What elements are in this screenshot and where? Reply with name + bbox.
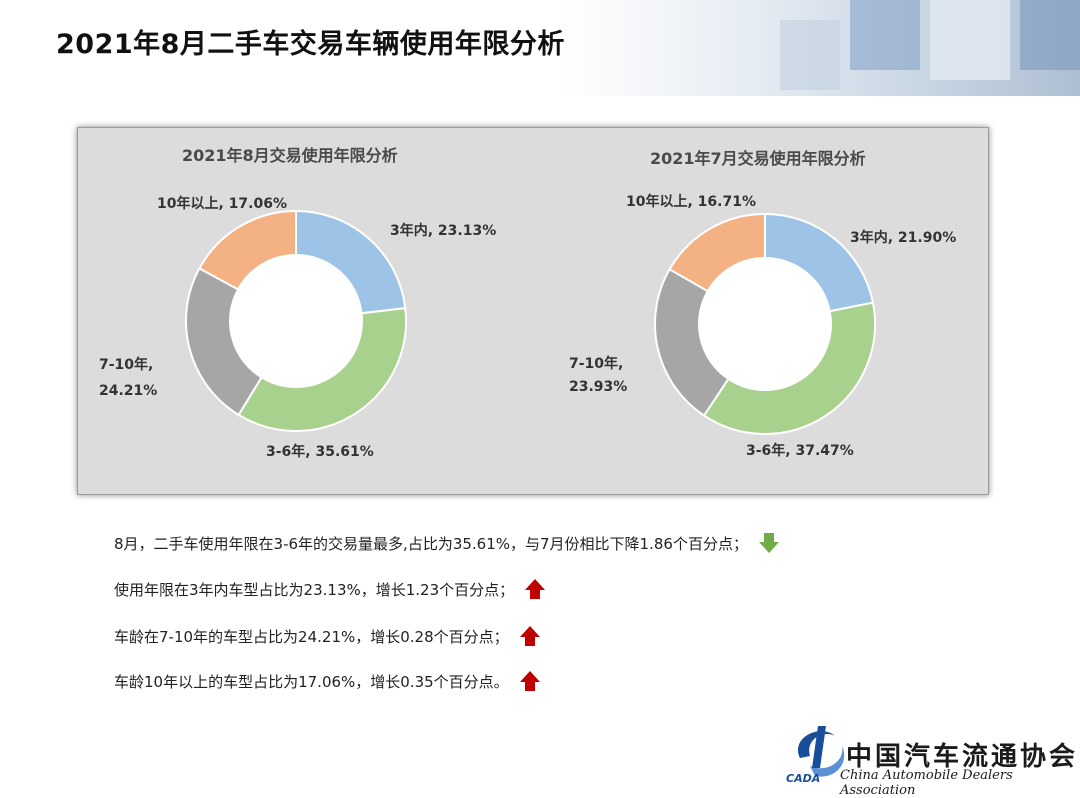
cada-logo-icon: [798, 726, 845, 777]
header-banner: [0, 0, 1080, 96]
chart-title-july: 2021年7月交易使用年限分析: [650, 149, 866, 168]
donut-hole: [230, 255, 362, 387]
label-3-6-august: 3-6年, 35.61%: [266, 443, 374, 460]
donut-hole: [699, 258, 831, 390]
label-7-10-july-a: 7-10年,: [569, 355, 623, 372]
org-name-en: China Automobile Dealers Association: [840, 768, 1013, 798]
chart-panel: 2021年8月交易使用年限分析 3年内, 23.13% 3-6年, 35.61%…: [77, 127, 989, 495]
donut-august: [185, 209, 407, 432]
note-text: 使用年限在3年内车型占比为23.13%，增长1.23个百分点；: [114, 580, 515, 599]
chart-july: 2021年7月交易使用年限分析 3年内, 21.90% 3-6年, 37.47%…: [569, 149, 956, 459]
note-item: 车龄10年以上的车型占比为17.06%，增长0.35个百分点。: [114, 666, 541, 696]
label-within-3-august: 3年内, 23.13%: [390, 222, 496, 239]
label-within-3-july: 3年内, 21.90%: [850, 229, 956, 246]
org-abbr: CADA: [786, 772, 821, 785]
arrow-up-icon: [519, 626, 540, 646]
page-title: 2021年8月二手车交易车辆使用年限分析: [56, 29, 565, 60]
arrow-down-icon: [758, 533, 779, 553]
label-3-6-july: 3-6年, 37.47%: [746, 442, 854, 459]
note-text: 8月，二手车使用年限在3-6年的交易量最多,占比为35.61%，与7月份相比下降…: [114, 534, 748, 553]
org-name-cn: 中国汽车流通协会: [846, 742, 1079, 772]
arrow-up-icon: [519, 671, 540, 691]
donut-july: [654, 212, 876, 435]
header-decoration: [780, 0, 1080, 90]
note-item: 车龄在7-10年的车型占比为24.21%，增长0.28个百分点；: [114, 621, 541, 651]
chart-title-august: 2021年8月交易使用年限分析: [182, 146, 398, 165]
donut-charts: 2021年8月交易使用年限分析 3年内, 23.13% 3-6年, 35.61%…: [99, 146, 956, 460]
note-text: 车龄在7-10年的车型占比为24.21%，增长0.28个百分点；: [114, 627, 509, 646]
chart-august: 2021年8月交易使用年限分析 3年内, 23.13% 3-6年, 35.61%…: [99, 146, 496, 460]
arrow-up-icon: [525, 579, 546, 599]
label-7-10-august-b: 24.21%: [99, 383, 157, 399]
label-7-10-august-a: 7-10年,: [99, 356, 153, 373]
note-item: 使用年限在3年内车型占比为23.13%，增长1.23个百分点；: [114, 574, 546, 604]
label-over-10-july: 10年以上, 16.71%: [626, 193, 756, 210]
note-item: 8月，二手车使用年限在3-6年的交易量最多,占比为35.61%，与7月份相比下降…: [114, 528, 780, 558]
note-text: 车龄10年以上的车型占比为17.06%，增长0.35个百分点。: [114, 672, 509, 691]
label-7-10-july-b: 23.93%: [569, 379, 627, 395]
label-over-10-august: 10年以上, 17.06%: [157, 195, 287, 212]
